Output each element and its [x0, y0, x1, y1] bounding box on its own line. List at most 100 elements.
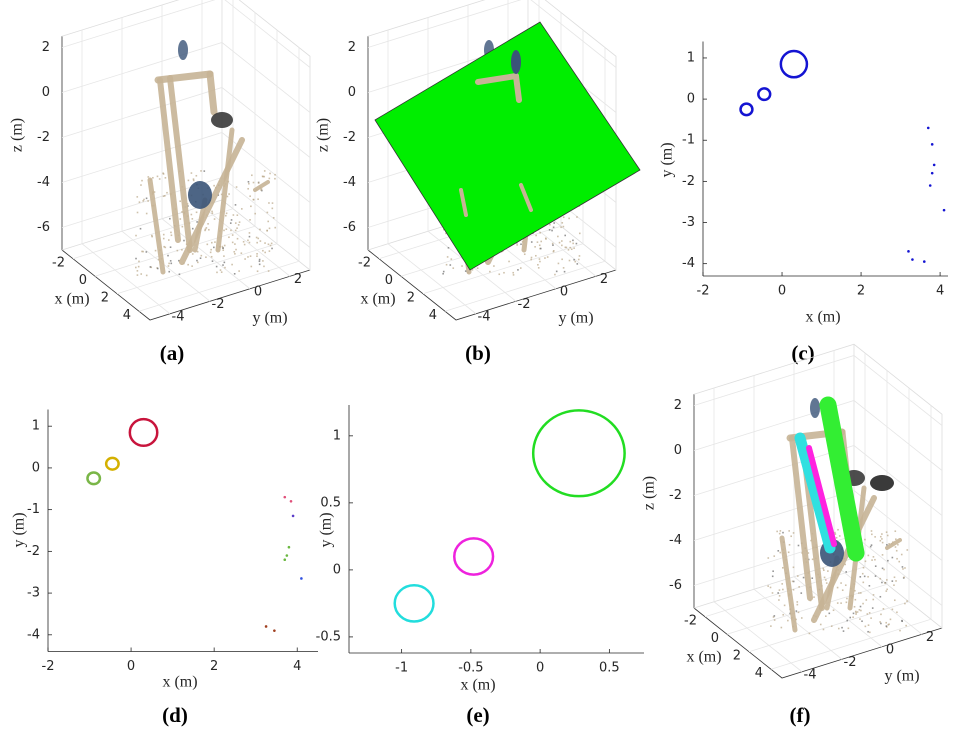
point [283, 496, 286, 499]
point-cloud [256, 253, 258, 255]
point-cloud [811, 577, 813, 579]
point-cloud [561, 258, 563, 260]
y-tick-label: -0.5 [316, 629, 341, 644]
point-cloud [163, 238, 165, 240]
z-tick-label: 0 [674, 443, 682, 458]
y-axis-label: y (m) [558, 310, 593, 327]
y-tick-label: 1 [687, 50, 695, 65]
point-cloud [571, 248, 573, 250]
point-cloud [852, 616, 854, 618]
y-tick-label: -4 [27, 627, 40, 642]
point-cloud [561, 222, 563, 224]
point-cloud [210, 252, 212, 254]
point-cloud [837, 587, 839, 589]
point-cloud [873, 594, 875, 596]
y-tick-label: 2 [600, 272, 608, 287]
point-cloud [263, 266, 265, 268]
point-cloud [859, 576, 861, 578]
z-tick-label: -4 [669, 533, 682, 548]
point-cloud [226, 212, 228, 214]
point-cloud [777, 550, 779, 552]
point-cloud [853, 613, 855, 615]
z-tick-label: -2 [669, 488, 682, 503]
point-cloud [508, 261, 510, 263]
point-cloud [193, 178, 195, 180]
point-cloud [222, 247, 224, 249]
point-cloud [894, 599, 896, 601]
point-cloud [231, 219, 233, 221]
y-tick-label: 0 [687, 92, 695, 107]
point-cloud [224, 262, 226, 264]
point-cloud [787, 620, 789, 622]
point-cloud [227, 196, 229, 198]
point-cloud [884, 582, 886, 584]
point-cloud [578, 259, 580, 261]
x-tick-label: 4 [936, 284, 944, 299]
point-cloud [163, 246, 165, 248]
point-cloud [864, 576, 866, 578]
point [288, 546, 291, 549]
point-cloud [443, 271, 445, 273]
y-axis-label: y (m) [659, 142, 676, 177]
z-tick-label: -4 [37, 175, 50, 190]
point-cloud [767, 557, 769, 559]
point-cloud [886, 579, 888, 581]
point-cloud [251, 174, 253, 176]
point-cloud [779, 552, 781, 554]
point-cloud [248, 183, 250, 185]
point-cloud [155, 250, 157, 252]
point-cloud [213, 185, 215, 187]
y-tick-label: -1 [27, 502, 40, 517]
point-cloud [231, 264, 233, 266]
point-cloud [773, 555, 775, 557]
point-cloud [813, 596, 815, 598]
point-cloud [846, 602, 848, 604]
y-tick-label: -3 [682, 215, 695, 230]
point-cloud [516, 76, 519, 100]
point-cloud [192, 253, 194, 255]
point-cloud [848, 628, 850, 630]
point-cloud [861, 620, 863, 622]
point-cloud [531, 257, 533, 259]
point-cloud [790, 535, 792, 537]
point-cloud [165, 177, 167, 179]
x-tick-label: 4 [123, 308, 131, 323]
point-cloud [905, 625, 907, 627]
point-cloud [233, 214, 235, 216]
point-cloud [197, 262, 199, 264]
point-cloud [547, 256, 549, 258]
point-cloud [147, 200, 149, 202]
point-cloud [136, 196, 138, 198]
y-axis-label: y (m) [318, 512, 335, 547]
point-cloud [247, 188, 249, 190]
point-cloud [264, 242, 266, 244]
y-tick-label: -1 [682, 133, 695, 148]
z-tick-label: 2 [674, 398, 682, 413]
y-axis-label: y (m) [11, 512, 28, 547]
plane [375, 22, 640, 270]
point-cloud [767, 585, 769, 587]
point-cloud [812, 558, 814, 560]
point [931, 143, 934, 146]
point-cloud [865, 626, 867, 628]
point-cloud [901, 554, 903, 556]
point-cloud [836, 537, 838, 539]
point-cloud [170, 260, 172, 262]
point-cloud [238, 270, 240, 272]
point-cloud [840, 602, 842, 604]
point-cloud [539, 232, 541, 234]
y-tick-label: -4 [172, 309, 185, 324]
panel-label: (d) [162, 703, 188, 727]
z-tick-label: -4 [343, 175, 356, 190]
point-cloud [563, 267, 565, 269]
point-cloud [170, 232, 172, 234]
point-cloud [800, 592, 802, 594]
point-cloud [770, 625, 772, 627]
point-cloud [855, 613, 857, 615]
point-cloud [782, 614, 784, 616]
panel-3d: 20-2-4-6-2024-4-202x (m)y (m)z (m) [641, 344, 942, 684]
point-cloud [874, 559, 876, 561]
point-cloud [823, 569, 825, 571]
y-tick-label: 0 [254, 284, 262, 299]
point-cloud [236, 227, 238, 229]
